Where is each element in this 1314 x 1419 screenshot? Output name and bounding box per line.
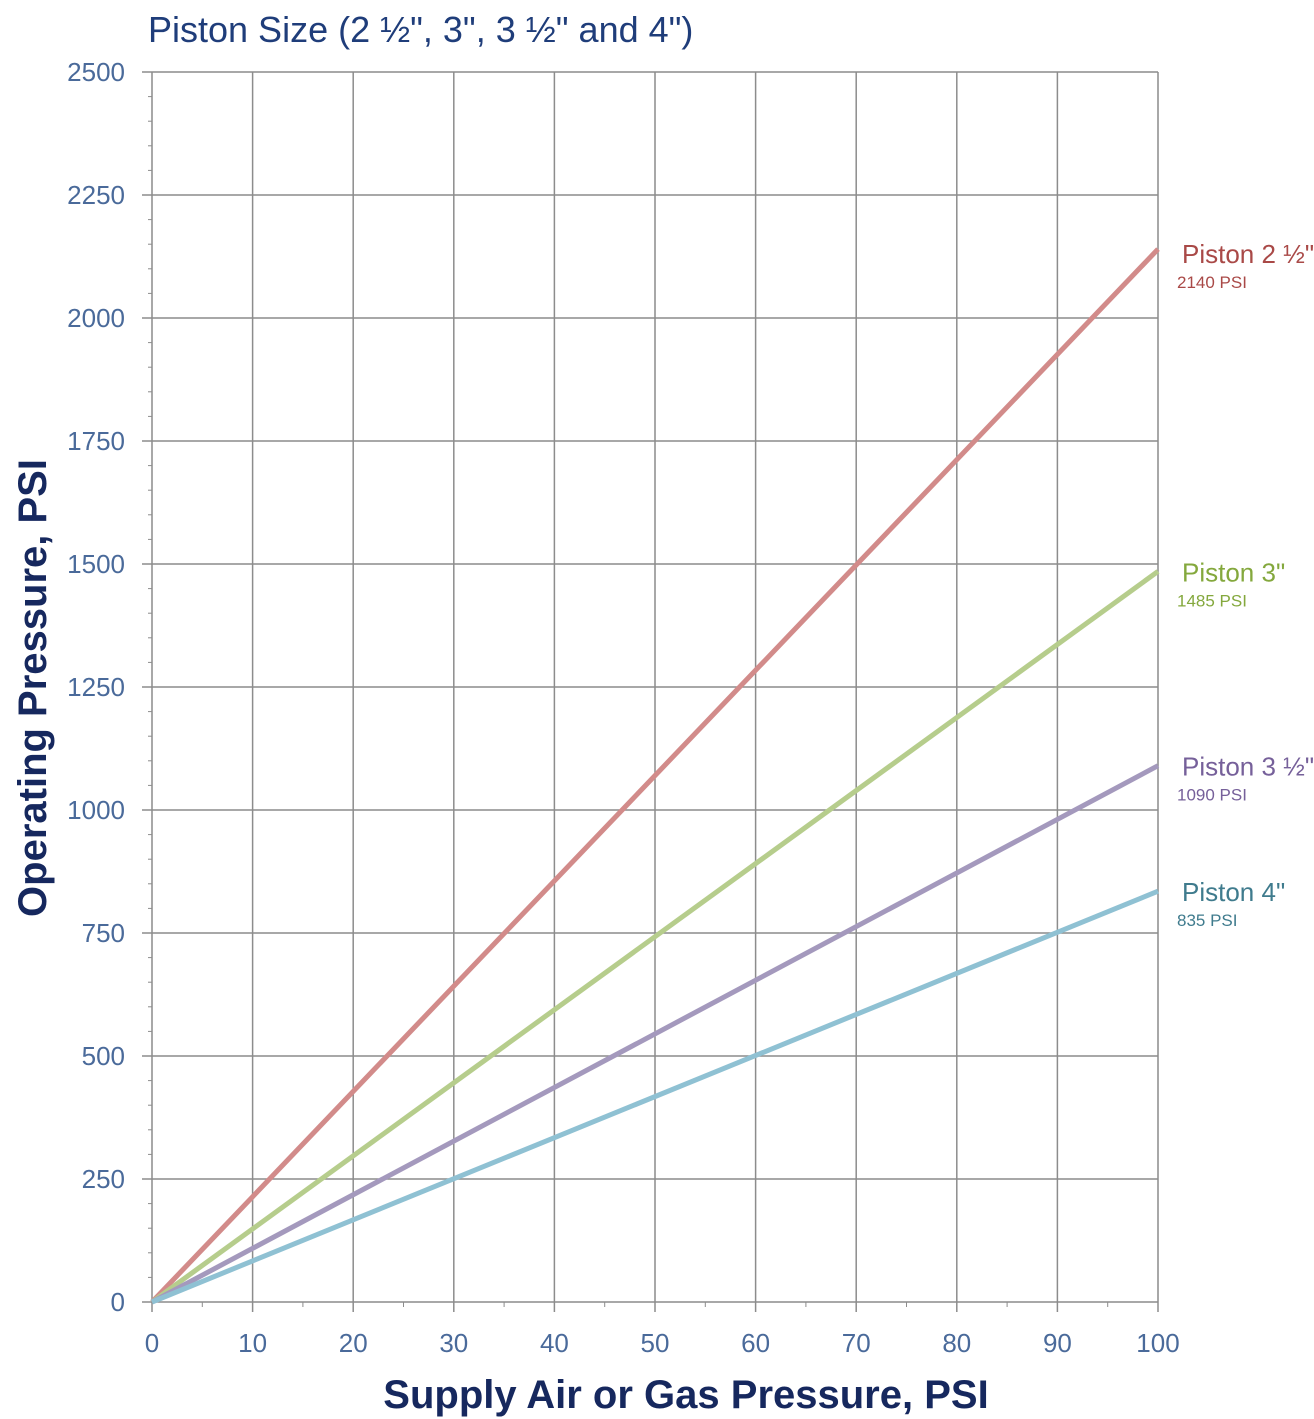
series-lines <box>150 247 1160 1305</box>
y-tick-label-1: 250 <box>82 1164 125 1194</box>
y-tick-label-2: 500 <box>82 1041 125 1071</box>
x-tick-label-0: 0 <box>145 1328 159 1358</box>
series-value-label-3: 835 PSI <box>1177 911 1238 930</box>
x-tick-label-3: 30 <box>439 1328 468 1358</box>
x-tick-label-2: 20 <box>339 1328 368 1358</box>
series-name-label-0: Piston 2 ½" <box>1182 239 1314 269</box>
y-tick-label-10: 2500 <box>67 57 125 87</box>
grid <box>142 71 1159 1312</box>
x-tick-label-8: 80 <box>942 1328 971 1358</box>
series-line-1 <box>150 569 1160 1305</box>
y-tick-label-4: 1000 <box>67 795 125 825</box>
series-line-0 <box>150 247 1160 1304</box>
chart-title: Piston Size (2 ½", 3", 3 ½" and 4") <box>148 9 693 50</box>
y-tick-label-0: 0 <box>111 1287 125 1317</box>
series-value-label-1: 1485 PSI <box>1177 591 1247 610</box>
y-tick-label-5: 1250 <box>67 672 125 702</box>
series-name-label-1: Piston 3" <box>1182 557 1285 587</box>
x-tick-label-10: 100 <box>1136 1328 1179 1358</box>
tick-labels: 0 250 500 750 1000 1250 1500 1750 2000 2250 2500 0 1… <box>67 57 1180 1358</box>
x-axis-title: Supply Air or Gas Pressure, PSI <box>383 1373 988 1417</box>
series-name-label-3: Piston 4" <box>1182 877 1285 907</box>
x-tick-label-9: 90 <box>1043 1328 1072 1358</box>
y-tick-label-9: 2250 <box>67 180 125 210</box>
y-axis-title: Operating Pressure, PSI <box>11 459 55 917</box>
y-tick-label-8: 2000 <box>67 303 125 333</box>
x-tick-label-5: 50 <box>641 1328 670 1358</box>
x-tick-label-4: 40 <box>540 1328 569 1358</box>
y-tick-label-6: 1500 <box>67 549 125 579</box>
y-tick-label-7: 1750 <box>67 426 125 456</box>
series-line-2 <box>150 763 1160 1305</box>
series-labels: Piston 2 ½" 2140 PSI Piston 3" 1485 PSI Pist… <box>1177 239 1314 930</box>
series-value-label-2: 1090 PSI <box>1177 786 1247 805</box>
y-tick-label-3: 750 <box>82 918 125 948</box>
series-name-label-2: Piston 3 ½" <box>1182 752 1314 782</box>
x-tick-label-7: 70 <box>842 1328 871 1358</box>
series-value-label-0: 2140 PSI <box>1177 273 1247 292</box>
x-tick-label-6: 60 <box>741 1328 770 1358</box>
x-tick-label-1: 10 <box>238 1328 267 1358</box>
series-line-3 <box>151 888 1159 1305</box>
